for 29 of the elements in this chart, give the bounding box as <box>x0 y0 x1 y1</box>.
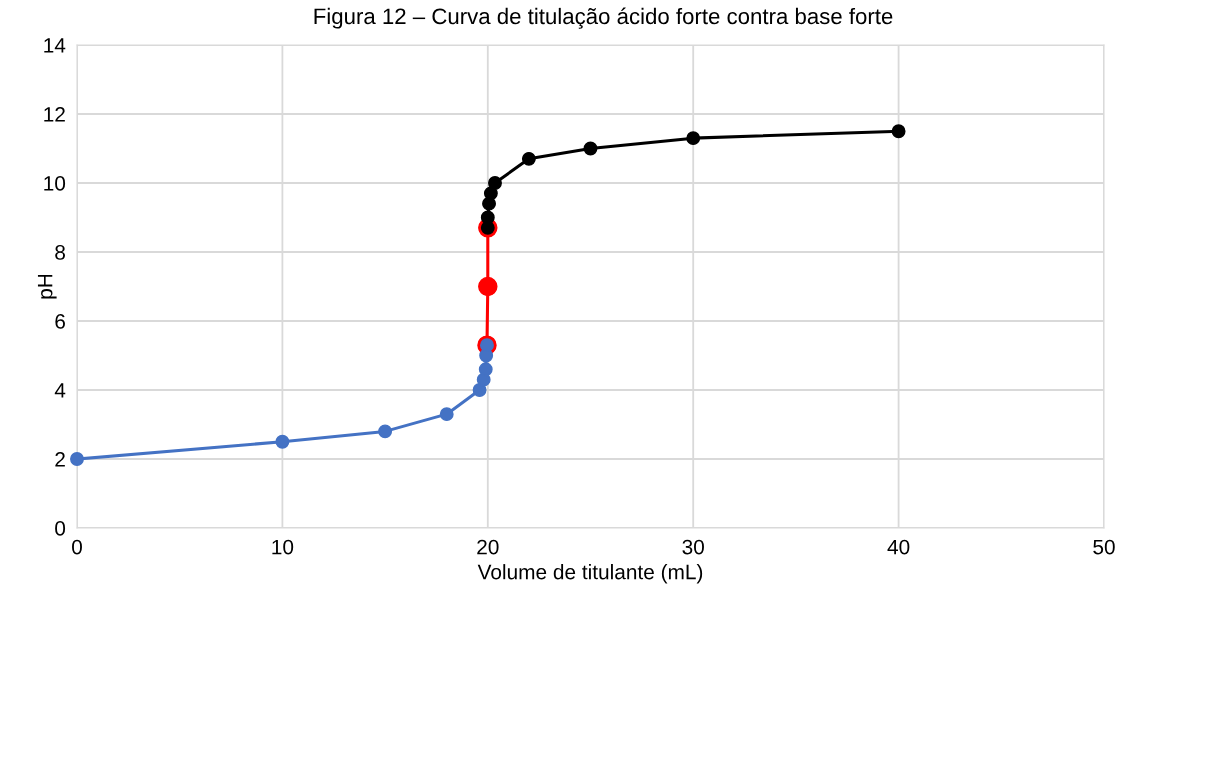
y-axis-title: pH <box>37 274 57 299</box>
point <box>439 407 454 422</box>
y-tick-label: 4 <box>54 383 66 398</box>
y-tick-label: 10 <box>44 176 66 191</box>
x-axis-title: Volume de titulante (mL) <box>477 564 703 584</box>
chart-title: Figura 12 – Curva de titulação ácido forte contra base forte <box>314 7 893 29</box>
y-tick-label: 0 <box>55 521 66 536</box>
point <box>478 362 493 377</box>
point <box>891 124 906 139</box>
x-tick-label: 40 <box>887 539 910 555</box>
y-tick-label: 6 <box>55 314 65 329</box>
point <box>686 131 701 146</box>
x-tick-label: 10 <box>272 539 294 555</box>
point <box>70 452 84 466</box>
x-tick-label: 0 <box>72 539 82 555</box>
point <box>583 141 598 156</box>
y-tick-label: 2 <box>55 452 65 467</box>
y-tick-label: 8 <box>55 245 65 260</box>
point <box>275 434 290 449</box>
point <box>478 276 498 297</box>
point <box>378 424 393 439</box>
x-tick-label: 50 <box>1093 539 1115 555</box>
y-tick-label: 12 <box>44 107 65 122</box>
point <box>480 210 495 225</box>
y-tick-label: 14 <box>44 38 66 53</box>
x-tick-label: 30 <box>682 539 704 555</box>
point <box>521 151 536 166</box>
point <box>488 176 502 190</box>
x-tick-label: 20 <box>477 539 499 555</box>
